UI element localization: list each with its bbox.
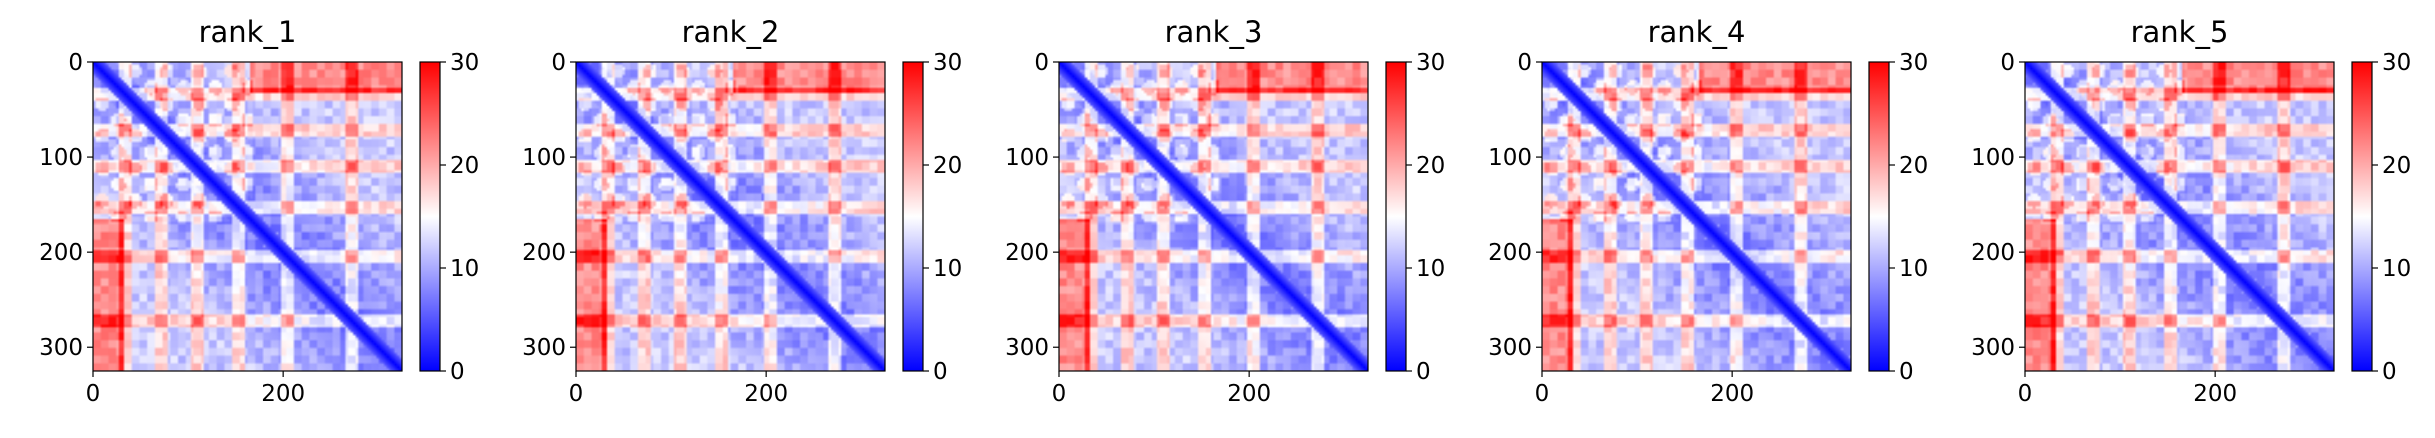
- subplot-title: rank_5: [2131, 15, 2229, 49]
- y-tick-label: 0: [1034, 50, 1049, 76]
- colorbar: [2351, 61, 2373, 372]
- x-tick-label: 200: [261, 381, 305, 407]
- colorbar-tick-label: 0: [1416, 359, 1431, 385]
- heatmap-frame: [1541, 61, 1852, 372]
- subplot-title: rank_3: [1165, 15, 1263, 49]
- y-tick-label: 0: [68, 50, 83, 76]
- x-tick-label: 0: [86, 381, 101, 407]
- heatmap-frame: [1058, 61, 1369, 372]
- colorbar-tick-label: 30: [2382, 50, 2411, 76]
- y-tick-label: 200: [39, 240, 83, 266]
- colorbar-tick-label: 10: [450, 256, 479, 282]
- colorbar-tick-label: 30: [450, 50, 479, 76]
- colorbar-tick-label: 0: [933, 359, 948, 385]
- heatmap-cells: [1059, 62, 1368, 371]
- colorbar: [902, 61, 924, 372]
- colorbar-tick-label: 20: [933, 153, 962, 179]
- y-tick-label: 300: [39, 335, 83, 361]
- colorbar-tick-label: 0: [1899, 359, 1914, 385]
- y-tick-label: 300: [1488, 335, 1532, 361]
- x-tick-label: 0: [1052, 381, 1067, 407]
- x-tick-label: 200: [744, 381, 788, 407]
- heatmap-frame: [2024, 61, 2335, 372]
- y-tick-label: 0: [551, 50, 566, 76]
- y-tick-label: 200: [1005, 240, 1049, 266]
- colorbar-tick-label: 20: [2382, 153, 2411, 179]
- x-tick-label: 0: [2018, 381, 2033, 407]
- colorbar-tick-label: 10: [933, 256, 962, 282]
- y-tick-label: 300: [1971, 335, 2015, 361]
- colorbar-tick-label: 20: [1899, 153, 1928, 179]
- x-tick-label: 0: [569, 381, 584, 407]
- heatmap-frame: [575, 61, 886, 372]
- colorbar-tick-label: 30: [1899, 50, 1928, 76]
- x-tick-label: 200: [2193, 381, 2237, 407]
- subplot-title: rank_4: [1648, 15, 1746, 49]
- colorbar-tick-label: 20: [1416, 153, 1445, 179]
- subplot-title: rank_2: [682, 15, 780, 49]
- subplot-title: rank_1: [199, 15, 297, 49]
- y-tick-label: 300: [522, 335, 566, 361]
- heatmap-cells: [93, 62, 402, 371]
- heatmap-cells: [2025, 62, 2334, 371]
- colorbar-tick-label: 30: [933, 50, 962, 76]
- y-tick-label: 0: [2000, 50, 2015, 76]
- colorbar-tick-label: 0: [450, 359, 465, 385]
- y-tick-label: 100: [522, 145, 566, 171]
- colorbar-tick-label: 20: [450, 153, 479, 179]
- colorbar-tick-label: 10: [1899, 256, 1928, 282]
- y-tick-label: 200: [522, 240, 566, 266]
- heatmap-cells: [576, 62, 885, 371]
- heatmap-cells: [1542, 62, 1851, 371]
- colorbar-tick-label: 10: [2382, 256, 2411, 282]
- colorbar-tick-label: 10: [1416, 256, 1445, 282]
- y-tick-label: 100: [1005, 145, 1049, 171]
- y-tick-label: 100: [1971, 145, 2015, 171]
- x-tick-label: 0: [1535, 381, 1550, 407]
- heatmap-frame: [92, 61, 403, 372]
- x-tick-label: 200: [1710, 381, 1754, 407]
- y-tick-label: 300: [1005, 335, 1049, 361]
- y-tick-label: 200: [1488, 240, 1532, 266]
- colorbar-tick-label: 0: [2382, 359, 2397, 385]
- y-tick-label: 100: [39, 145, 83, 171]
- colorbar: [1868, 61, 1890, 372]
- colorbar: [1385, 61, 1407, 372]
- y-tick-label: 0: [1517, 50, 1532, 76]
- colorbar: [419, 61, 441, 372]
- y-tick-label: 100: [1488, 145, 1532, 171]
- colorbar-tick-label: 30: [1416, 50, 1445, 76]
- x-tick-label: 200: [1227, 381, 1271, 407]
- y-tick-label: 200: [1971, 240, 2015, 266]
